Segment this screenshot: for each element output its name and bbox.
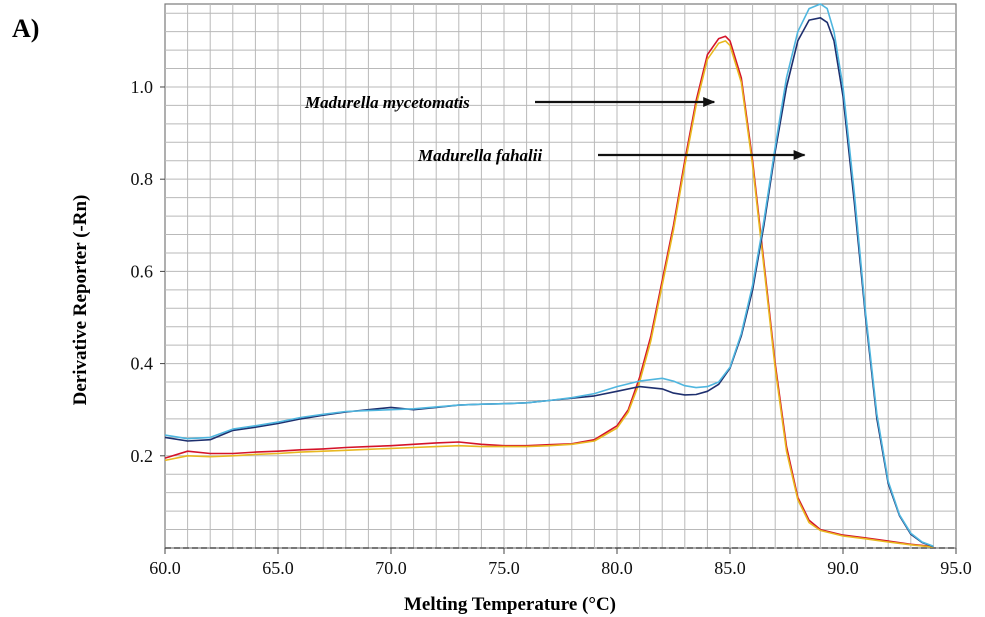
x-tick-label: 75.0 — [488, 558, 520, 578]
x-axis-label: Melting Temperature (°C) — [404, 594, 616, 615]
chart-ticks: 60.0 65.0 70.0 75.0 80.0 85.0 90.0 95.0 0.2 0.4 0.… — [131, 77, 972, 578]
annotation-label: Madurella fahalii — [417, 146, 542, 165]
y-tick-label: 0.4 — [131, 354, 154, 374]
panel-label: A) — [12, 14, 40, 43]
y-tick-label: 1.0 — [131, 77, 154, 97]
plot-frame — [164, 3, 957, 549]
x-tick-label: 60.0 — [149, 558, 181, 578]
series-line-4 — [164, 3, 934, 547]
y-tick-label: 0.2 — [131, 446, 154, 466]
x-tick-label: 80.0 — [601, 558, 633, 578]
chart-series — [164, 3, 934, 548]
chart-grid — [164, 3, 957, 549]
x-tick-label: 95.0 — [940, 558, 972, 578]
x-tick-label: 65.0 — [262, 558, 294, 578]
y-axis-label: Derivative Reporter (-Rn) — [70, 195, 91, 406]
x-tick-label: 70.0 — [375, 558, 407, 578]
x-tick-label: 85.0 — [714, 558, 746, 578]
chart-annotations: Madurella mycetomatis Madurella fahalii — [304, 93, 806, 165]
x-tick-label: 90.0 — [827, 558, 859, 578]
series-line-2 — [164, 40, 934, 548]
y-tick-label: 0.8 — [131, 169, 154, 189]
annotation-label: Madurella mycetomatis — [304, 93, 470, 112]
y-tick-label: 0.6 — [131, 261, 154, 281]
